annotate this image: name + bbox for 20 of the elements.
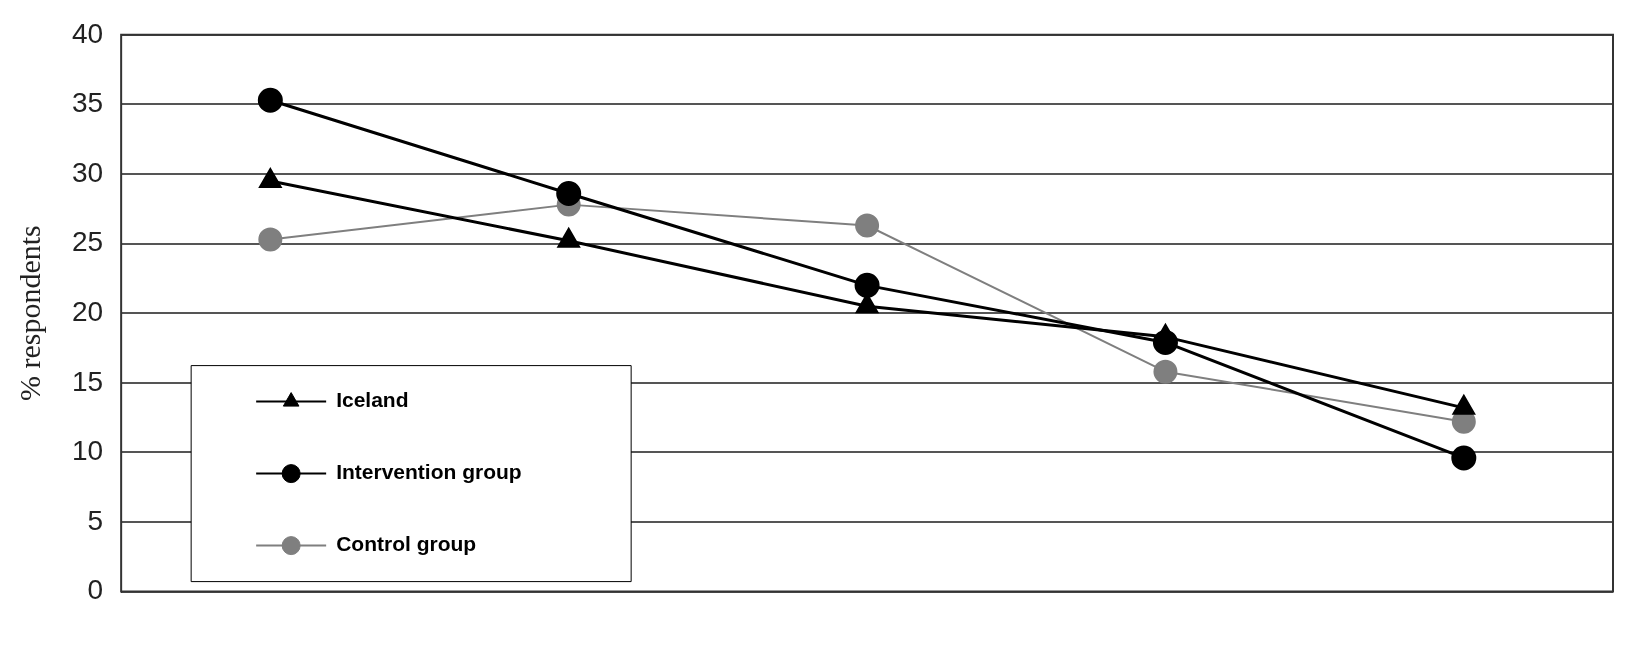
y-tick-label: 15 [71, 365, 104, 397]
y-tick-label: 40 [71, 17, 104, 49]
y-tick-label: 20 [71, 295, 104, 327]
legend-label: Control group [336, 532, 477, 556]
y-tick-label: 30 [71, 156, 104, 188]
point [556, 180, 582, 206]
y-axis-title: % respondents [12, 225, 46, 402]
y-tick-label: 5 [87, 504, 104, 536]
point [258, 227, 283, 252]
y-tick-label: 10 [71, 435, 104, 467]
y-tick-label: 25 [71, 226, 104, 258]
point [854, 272, 880, 298]
legend-label: Iceland [336, 388, 409, 412]
legend-label: Intervention group [336, 460, 522, 484]
point [1451, 445, 1477, 471]
point [257, 87, 283, 113]
point [1153, 359, 1178, 384]
y-tick-label: 0 [87, 574, 104, 606]
point [855, 213, 880, 238]
y-tick-label: 35 [71, 87, 104, 119]
